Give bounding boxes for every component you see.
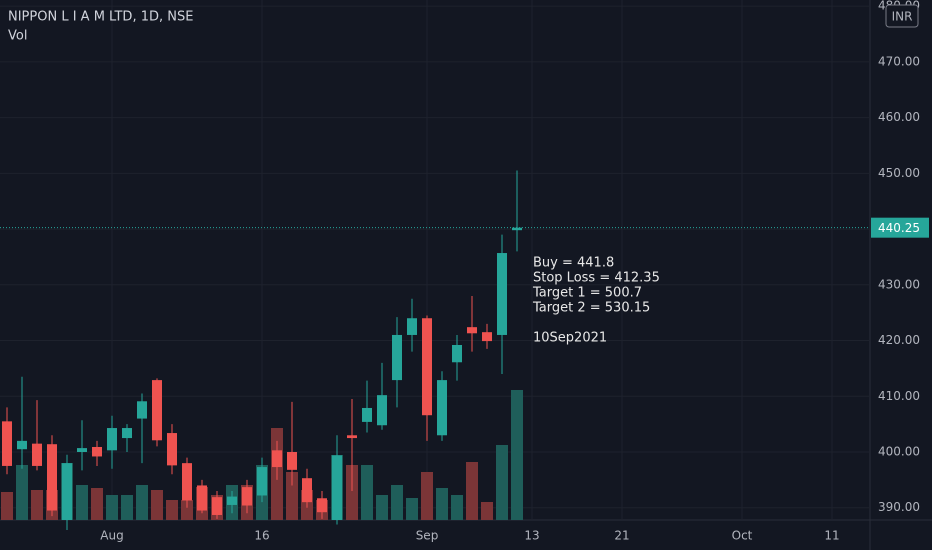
volume-bar	[376, 495, 388, 520]
candle-body	[287, 452, 297, 470]
candle-body	[332, 455, 342, 520]
volume-bar	[466, 462, 478, 520]
volume-bar	[451, 495, 463, 520]
last-price-label: 440.25	[878, 221, 920, 235]
candle-body	[212, 497, 222, 515]
candle-body	[377, 395, 387, 426]
x-tick-label: Sep	[416, 529, 439, 543]
volume-bar	[406, 498, 418, 520]
candle-body	[407, 318, 417, 335]
candle-body	[62, 463, 72, 520]
y-tick-label: 420.00	[878, 333, 920, 347]
volume-bar	[391, 485, 403, 520]
y-tick-label: 460.00	[878, 110, 920, 124]
volume-bar	[496, 445, 508, 520]
candle-body	[482, 332, 492, 342]
y-tick-label: 390.00	[878, 500, 920, 514]
currency-box[interactable]	[885, 4, 919, 28]
x-tick-label: Oct	[732, 529, 753, 543]
candle-body	[317, 498, 327, 513]
candle-body	[257, 467, 267, 496]
y-tick-label: 430.00	[878, 277, 920, 291]
volume-bar	[166, 500, 178, 520]
volume-bar	[91, 488, 103, 520]
volume-bar	[181, 500, 193, 520]
candle-body	[32, 443, 42, 466]
annotation: Stop Loss = 412.35	[533, 271, 660, 286]
currency[interactable]: INR	[892, 10, 913, 24]
candle-body	[47, 444, 57, 511]
candle-body	[422, 318, 432, 416]
annotation: Target 2 = 530.15	[532, 301, 650, 316]
candle-body	[227, 496, 237, 505]
symbol-title: NIPPON L I A M LTD, 1D, NSE	[8, 10, 193, 25]
volume-bar	[106, 495, 118, 520]
x-tick-label: 11	[824, 529, 839, 543]
candle-body	[302, 478, 312, 503]
candle-body	[452, 344, 462, 363]
candle-body	[242, 487, 252, 506]
volume-bar	[136, 485, 148, 520]
candle-body	[467, 327, 477, 334]
candle-body	[77, 448, 87, 453]
volume-bar	[31, 490, 43, 520]
y-tick-label: 450.00	[878, 166, 920, 180]
volume-bar	[151, 490, 163, 520]
annotation: Buy = 441.8	[533, 256, 614, 271]
x-tick-label: 16	[254, 529, 269, 543]
y-tick-label: 410.00	[878, 389, 920, 403]
x-tick-label: 13	[524, 529, 539, 543]
candle-body	[152, 380, 162, 441]
candle-body	[437, 380, 447, 436]
candle-body	[2, 421, 12, 466]
x-tick-label: Aug	[100, 529, 123, 543]
candle-body	[497, 253, 507, 335]
candle-body	[197, 485, 207, 511]
candle-body	[137, 401, 147, 419]
volume-bar	[511, 390, 523, 520]
candle-body	[392, 334, 402, 381]
candle-body	[17, 440, 27, 450]
candle-body	[182, 463, 192, 501]
volume-bar	[346, 465, 358, 520]
candle-body	[272, 450, 282, 468]
candle-body	[122, 428, 132, 439]
candle-body	[362, 407, 372, 422]
volume-bar	[481, 502, 493, 520]
candles	[2, 170, 522, 531]
candle-body	[512, 227, 522, 231]
volume-label: Vol	[8, 29, 27, 44]
candle-body	[167, 433, 177, 466]
annotation: Target 1 = 500.7	[532, 286, 642, 301]
candle-body	[347, 435, 357, 439]
volume-bar	[76, 485, 88, 520]
y-tick-label: 470.00	[878, 54, 920, 68]
candle-body	[92, 446, 102, 457]
volume-bar	[436, 488, 448, 520]
volume-bar	[1, 492, 13, 520]
volume-bar	[421, 472, 433, 520]
last-price-box	[871, 217, 929, 238]
volume-bar	[361, 465, 373, 520]
y-tick-label: 400.00	[878, 445, 920, 459]
volume-bar	[16, 465, 28, 520]
x-tick-label: 21	[614, 529, 629, 543]
volume-bar	[286, 472, 298, 520]
volume-bar	[121, 495, 133, 520]
annotation: 10Sep2021	[533, 331, 607, 346]
candle-body	[107, 428, 117, 451]
